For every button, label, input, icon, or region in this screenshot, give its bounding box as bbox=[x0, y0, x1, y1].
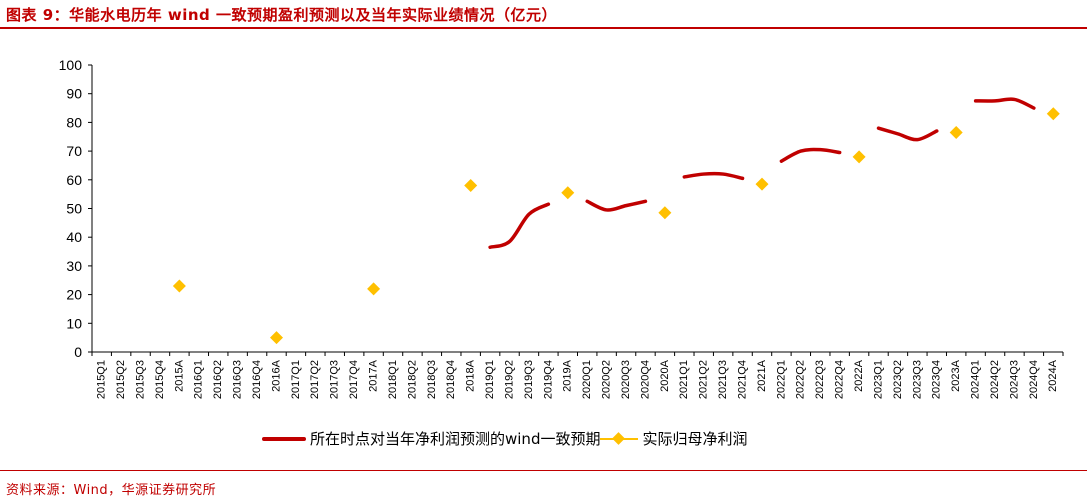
x-tick-label: 2016A bbox=[270, 359, 282, 391]
x-tick-label: 2021A bbox=[756, 359, 768, 391]
actual-profit-point bbox=[949, 125, 963, 139]
actual-profit-point bbox=[1046, 107, 1060, 121]
x-tick-label: 2018Q3 bbox=[426, 360, 438, 399]
legend-item-actual: 实际归母净利润 bbox=[600, 428, 747, 449]
x-tick-label: 2015Q2 bbox=[115, 360, 127, 399]
line-chart: 0 10 20 30 40 50 60 70 80 90 100 2015Q1 2015Q2 2015Q3… bbox=[59, 57, 1064, 399]
source-note: 资料来源：Wind，华源证券研究所 bbox=[6, 483, 217, 498]
x-tick-label: 2024A bbox=[1047, 359, 1059, 391]
x-tick-label: 2015Q4 bbox=[154, 360, 166, 399]
x-tick-label: 2024Q4 bbox=[1028, 360, 1040, 399]
x-tick-label: 2024Q2 bbox=[989, 360, 1001, 399]
x-tick-label: 2021Q4 bbox=[736, 360, 748, 399]
y-tick-label: 20 bbox=[66, 287, 82, 303]
x-tick-label: 2017Q2 bbox=[309, 360, 321, 399]
y-tick-label: 50 bbox=[66, 201, 82, 217]
x-tick-label: 2015Q1 bbox=[96, 360, 108, 399]
x-tick-label: 2019Q3 bbox=[523, 360, 535, 399]
x-tick-label: 2020Q2 bbox=[601, 360, 613, 399]
y-tick-label: 80 bbox=[66, 114, 82, 130]
x-tick-label: 2018Q1 bbox=[387, 360, 399, 399]
forecast-line-segment bbox=[876, 126, 939, 142]
actual-profit-point bbox=[464, 179, 478, 193]
x-tick-label: 2017A bbox=[367, 359, 379, 391]
y-tick-label: 70 bbox=[66, 143, 82, 159]
x-tick-label: 2017Q4 bbox=[348, 360, 360, 399]
x-tick-label: 2023Q4 bbox=[931, 360, 943, 399]
x-tick-label: 2023A bbox=[950, 359, 962, 391]
x-tick-label: 2022Q2 bbox=[795, 360, 807, 399]
title-divider bbox=[0, 27, 1087, 29]
legend-label-forecast: 所在时点对当年净利润预测的wind一致预期 bbox=[310, 430, 601, 448]
x-tick-label: 2022A bbox=[853, 359, 865, 391]
y-tick-label: 10 bbox=[66, 315, 82, 331]
y-tick-label: 60 bbox=[66, 172, 82, 188]
x-tick-label: 2019Q4 bbox=[542, 360, 554, 399]
x-tick-label: 2016Q3 bbox=[232, 360, 244, 399]
x-tick-label: 2016Q1 bbox=[193, 360, 205, 399]
x-tick-label: 2024Q3 bbox=[1008, 360, 1020, 399]
legend-marker-swatch bbox=[600, 431, 639, 445]
x-tick-label: 2019Q1 bbox=[484, 360, 496, 399]
x-tick-label: 2022Q1 bbox=[775, 360, 787, 399]
forecast-line-segment bbox=[779, 147, 842, 163]
legend-line-swatch bbox=[262, 436, 306, 441]
x-tick-label: 2017Q3 bbox=[329, 360, 341, 399]
x-tick-label: 2020Q1 bbox=[581, 360, 593, 399]
legend-diamond-icon bbox=[612, 431, 626, 445]
actual-profit-point bbox=[852, 150, 866, 164]
x-tick-label: 2020Q3 bbox=[620, 360, 632, 399]
x-tick-label: 2018Q4 bbox=[445, 360, 457, 399]
x-tick-label: 2021Q1 bbox=[678, 360, 690, 399]
x-tick-label: 2015A bbox=[173, 359, 185, 391]
forecast-line-segment bbox=[682, 171, 745, 181]
x-tick-label: 2016Q4 bbox=[251, 360, 263, 399]
y-tick-label: 100 bbox=[59, 57, 83, 73]
x-tick-label: 2020A bbox=[659, 359, 671, 391]
x-tick-label: 2022Q4 bbox=[834, 360, 846, 399]
forecast-line-segment bbox=[973, 97, 1036, 110]
x-tick-label: 2019Q2 bbox=[503, 360, 515, 399]
legend-item-forecast: 所在时点对当年净利润预测的wind一致预期 bbox=[262, 428, 600, 449]
forecast-line-segment bbox=[585, 199, 648, 212]
chart-legend: 所在时点对当年净利润预测的wind一致预期 实际归母净利润 bbox=[262, 428, 747, 449]
x-tick-label: 2022Q3 bbox=[814, 360, 826, 399]
actual-profit-point bbox=[367, 282, 381, 296]
x-tick-label: 2018Q2 bbox=[406, 360, 418, 399]
x-tick-label: 2024Q1 bbox=[970, 360, 982, 399]
actual-profit-point bbox=[755, 177, 769, 191]
footer-divider bbox=[0, 470, 1087, 471]
actual-profit-point bbox=[561, 186, 575, 200]
x-tick-label: 2020Q4 bbox=[639, 360, 651, 399]
y-tick-label: 0 bbox=[74, 344, 82, 360]
x-tick-label: 2018A bbox=[465, 359, 477, 391]
x-tick-label: 2023Q3 bbox=[911, 360, 923, 399]
x-tick-label: 2023Q2 bbox=[892, 360, 904, 399]
x-tick-label: 2023Q1 bbox=[872, 360, 884, 399]
x-tick-label: 2019A bbox=[562, 359, 574, 391]
x-tick-label: 2021Q3 bbox=[717, 360, 729, 399]
forecast-line-segment bbox=[488, 202, 551, 249]
y-tick-label: 90 bbox=[66, 86, 82, 102]
actual-profit-point bbox=[269, 331, 283, 345]
y-tick-label: 40 bbox=[66, 229, 82, 245]
x-tick-label: 2015Q3 bbox=[134, 360, 146, 399]
legend-label-actual: 实际归母净利润 bbox=[642, 430, 748, 448]
figure-title: 图表 9：华能水电历年 wind 一致预期盈利预测以及当年实际业绩情况（亿元） bbox=[6, 6, 558, 24]
actual-profit-point bbox=[172, 279, 186, 293]
y-tick-label: 30 bbox=[66, 258, 82, 274]
actual-profit-point bbox=[658, 206, 672, 220]
x-tick-label: 2016Q2 bbox=[212, 360, 224, 399]
x-tick-label: 2017Q1 bbox=[290, 360, 302, 399]
x-tick-label: 2021Q2 bbox=[698, 360, 710, 399]
